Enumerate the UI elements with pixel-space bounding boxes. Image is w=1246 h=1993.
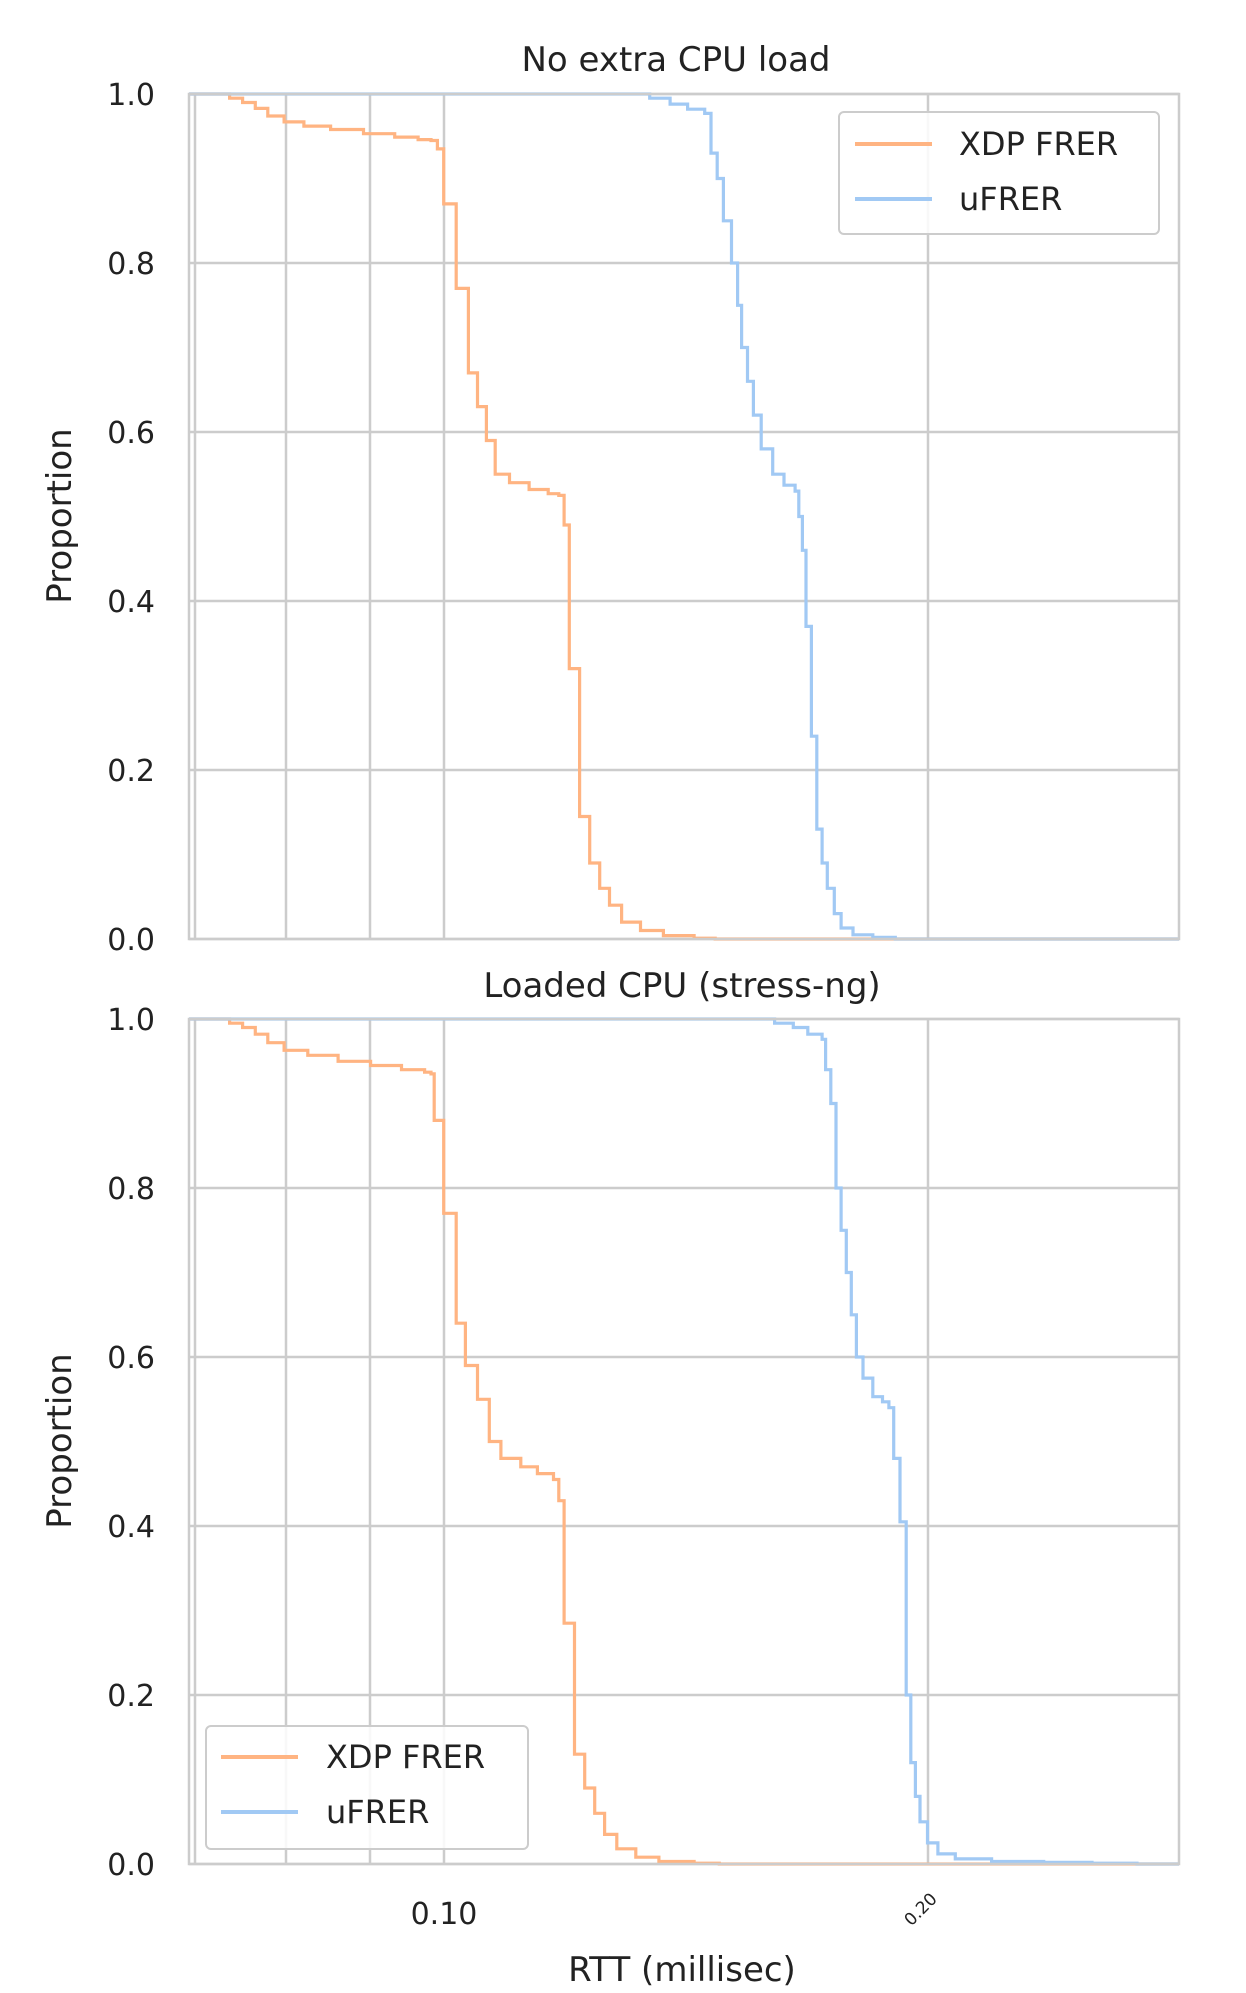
- panel-bottom-frame: [187, 1017, 1181, 1866]
- panel-bottom-ylabel: Proportion: [40, 1353, 80, 1528]
- series-line-ufrer: [189, 1017, 1179, 1866]
- series-line-xdp-frer: [189, 1017, 1179, 1866]
- panel-bottom-series-ufrer: [189, 1017, 1179, 1866]
- panel-top-ytick-label: 0.0: [107, 923, 155, 958]
- panel-bottom-xticks: 0.10 0.20: [411, 1889, 942, 1932]
- panel-top-ylabel: Proportion: [40, 428, 80, 603]
- panel-bottom-yticks: 1.0 0.8 0.6 0.4 0.2 0.0: [107, 1003, 155, 1883]
- series-line-ufrer: [189, 92, 1179, 941]
- panel-top-series-ufrer: [189, 92, 1179, 941]
- panel-top-ytick-label: 0.4: [107, 585, 155, 620]
- panel-bottom-ytick-label: 1.0: [107, 1003, 155, 1038]
- panel-bottom-xlabel: RTT (millisec): [568, 1950, 796, 1990]
- panel-top-series-xdp-frer: [189, 92, 1179, 941]
- panel-top-ytick-label: 0.6: [107, 416, 155, 451]
- panel-top-ytick-label: 0.2: [107, 754, 155, 789]
- panel-top-ytick-label: 0.8: [107, 247, 155, 282]
- panel-top: No extra CPU load 1.0 0.8 0.6 0.4 0.2 0.…: [40, 40, 1181, 958]
- panel-top-legend-label-ufrer: uFRER: [959, 180, 1062, 218]
- panel-top-frame: [187, 92, 1181, 941]
- panel-bottom-series-xdp-frer: [189, 1017, 1179, 1866]
- panel-bottom-ytick-label: 0.2: [107, 1679, 155, 1714]
- panel-top-ytick-label: 1.0: [107, 78, 155, 113]
- panel-bottom-legend: XDP FRER uFRER: [205, 1725, 529, 1850]
- panel-top-legend-label-xdp-frer: XDP FRER: [959, 125, 1118, 163]
- panel-bottom-legend-label-xdp-frer: XDP FRER: [326, 1738, 485, 1776]
- panel-top-title: No extra CPU load: [521, 40, 830, 80]
- panel-bottom-ytick-label: 0.0: [107, 1848, 155, 1883]
- panel-bottom-ytick-label: 0.8: [107, 1172, 155, 1207]
- panel-bottom-ytick-label: 0.6: [107, 1341, 155, 1376]
- series-line-xdp-frer: [189, 92, 1179, 941]
- panel-top-yticks: 1.0 0.8 0.6 0.4 0.2 0.0: [107, 78, 155, 958]
- panel-bottom-legend-label-ufrer: uFRER: [326, 1793, 429, 1831]
- panel-bottom-ytick-label: 0.4: [107, 1510, 155, 1545]
- panel-bottom-xtick-label: 0.10: [411, 1897, 478, 1932]
- panel-bottom-xtick-label: 0.20: [901, 1889, 942, 1930]
- panel-bottom: Loaded CPU (stress-ng) 1.0 0.8 0.6 0.4 0…: [40, 966, 1181, 1990]
- panel-top-legend: XDP FRER uFRER: [838, 111, 1160, 235]
- panel-bottom-title: Loaded CPU (stress-ng): [483, 966, 880, 1006]
